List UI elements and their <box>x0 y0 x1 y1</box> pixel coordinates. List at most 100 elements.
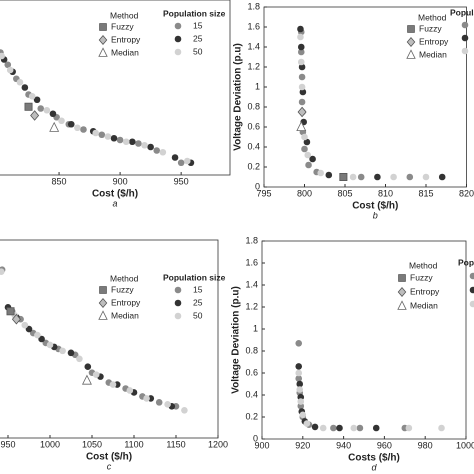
legend-marker <box>174 22 182 30</box>
legend-marker <box>99 286 107 294</box>
legend-marker <box>461 47 469 55</box>
point <box>6 66 14 74</box>
legend-label: Median <box>410 300 438 310</box>
point <box>311 423 319 431</box>
legend-marker <box>98 297 108 309</box>
point <box>135 140 142 147</box>
point <box>298 63 306 71</box>
x-tick-label: 1000 <box>456 440 474 450</box>
point <box>295 340 303 347</box>
point <box>25 325 33 333</box>
legend-label: Fuzzy <box>111 21 134 31</box>
legend-marker <box>406 36 416 48</box>
point <box>67 349 75 357</box>
point <box>0 268 5 275</box>
y-tick-label: 1.8 <box>247 1 260 11</box>
point <box>303 138 311 146</box>
point <box>110 134 118 142</box>
y-tick-label: 0.2 <box>247 161 260 171</box>
point <box>319 424 327 432</box>
legend-label: 50 <box>193 46 203 56</box>
point <box>159 148 167 156</box>
y-tick-label: 1.2 <box>247 61 260 71</box>
point <box>301 133 308 141</box>
y-tick-label: 0 <box>255 181 260 191</box>
legend-marker <box>99 23 107 31</box>
x-axis-label: Cost ($/h) <box>92 189 138 200</box>
point <box>34 331 41 339</box>
point <box>296 380 304 388</box>
y-tick-label: 0.6 <box>247 121 260 131</box>
y-tick-label: 0.4 <box>245 389 258 399</box>
x-tick-label: 900 <box>254 440 269 450</box>
legend-marker <box>397 300 407 310</box>
point <box>301 145 308 153</box>
point <box>297 25 304 33</box>
point <box>390 173 397 181</box>
point <box>59 347 66 355</box>
point <box>92 371 100 378</box>
x-axis-label: Cost ($/h) <box>352 201 398 212</box>
x-tick-label: 1150 <box>166 439 185 449</box>
caption: d <box>371 462 377 472</box>
x-tick-label: 1100 <box>124 439 143 449</box>
legend-label: Entropy <box>410 286 440 296</box>
method-point <box>6 307 15 316</box>
legend-marker <box>174 35 182 43</box>
legend-label: 25 <box>193 33 203 43</box>
legend-label: Median <box>419 49 447 59</box>
legend-title: Method <box>409 260 438 270</box>
point <box>305 161 312 169</box>
point <box>438 424 445 432</box>
point <box>298 73 306 81</box>
point <box>98 131 106 139</box>
legend-marker <box>98 34 108 46</box>
point <box>297 33 304 41</box>
y-axis-label: Voltage Deviation (p.u) <box>233 43 244 151</box>
y-tick-label: 1.4 <box>247 41 260 51</box>
legend-title: Population size <box>163 272 226 282</box>
point <box>297 58 305 66</box>
x-axis-label: Cost ($/h) <box>86 452 132 463</box>
y-tick-label: 0 <box>253 433 258 443</box>
point <box>46 341 54 349</box>
method-point <box>30 110 40 121</box>
x-tick-label: 815 <box>418 188 433 198</box>
legend-label: 50 <box>193 310 203 320</box>
point <box>33 96 41 104</box>
point <box>296 386 304 393</box>
x-tick-label: 810 <box>378 188 393 198</box>
legend-marker <box>461 21 469 29</box>
point <box>143 395 150 402</box>
legend-label: 25 <box>193 297 203 307</box>
point <box>406 173 414 181</box>
x-tick-label: 850 <box>52 176 67 186</box>
point <box>177 159 185 167</box>
method-point <box>297 106 307 118</box>
y-tick-label: 1.6 <box>245 257 258 267</box>
legend-marker <box>407 25 415 33</box>
x-tick-label: 1200 <box>208 439 228 449</box>
legend-label: Entropy <box>111 34 141 44</box>
legend-marker <box>406 49 416 59</box>
x-tick-label: 940 <box>336 440 351 450</box>
legend-marker <box>98 47 108 57</box>
method-point <box>11 313 21 325</box>
point <box>43 106 51 114</box>
point <box>129 138 136 146</box>
x-tick-label: 795 <box>256 188 271 198</box>
x-tick-label: 805 <box>337 188 352 198</box>
point <box>37 105 45 112</box>
point <box>299 411 307 419</box>
y-tick-label: 1.8 <box>245 235 258 245</box>
legend-title: Method <box>110 10 139 20</box>
legend-label: Fuzzy <box>410 272 433 282</box>
x-axis-label: Costs ($/h) <box>348 453 400 464</box>
legend-label: Entropy <box>111 297 141 307</box>
point <box>357 173 365 181</box>
point <box>372 424 380 432</box>
point <box>16 78 24 86</box>
y-tick-label: 0.8 <box>245 345 258 355</box>
point <box>4 61 12 69</box>
legend-label: Median <box>111 47 139 57</box>
